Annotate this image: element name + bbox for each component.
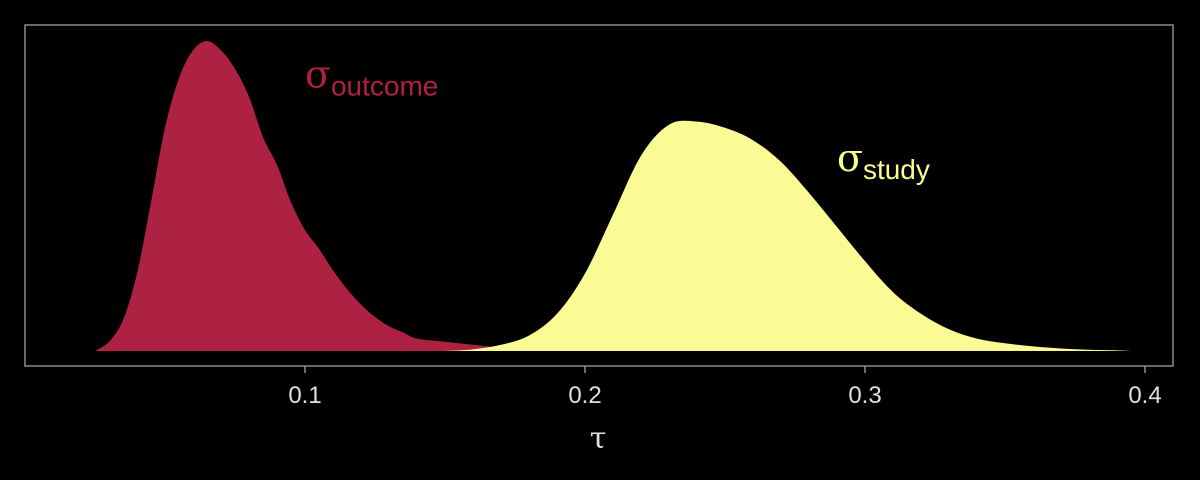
series-label-study: σstudy: [837, 136, 930, 185]
series-label-subscript: outcome: [331, 71, 438, 102]
x-axis-title: τ: [590, 421, 607, 456]
x-axis-ticks: 0.1 0.2 0.3 0.4: [288, 366, 1162, 409]
series-label-outcome: σoutcome: [305, 53, 438, 102]
series-label-symbol: σ: [837, 136, 863, 180]
x-tick-label: 0.3: [848, 382, 881, 409]
density-areas: [95, 41, 1131, 351]
density-area-study: [445, 120, 1131, 351]
x-tick-label: 0.2: [568, 382, 601, 409]
density-area-outcome: [95, 41, 557, 351]
series-label-subscript: study: [863, 154, 930, 185]
x-tick-label: 0.1: [288, 382, 321, 409]
x-tick-label: 0.4: [1128, 382, 1161, 409]
plot-panel-border: [24, 24, 1174, 367]
series-label-symbol: σ: [305, 53, 331, 97]
